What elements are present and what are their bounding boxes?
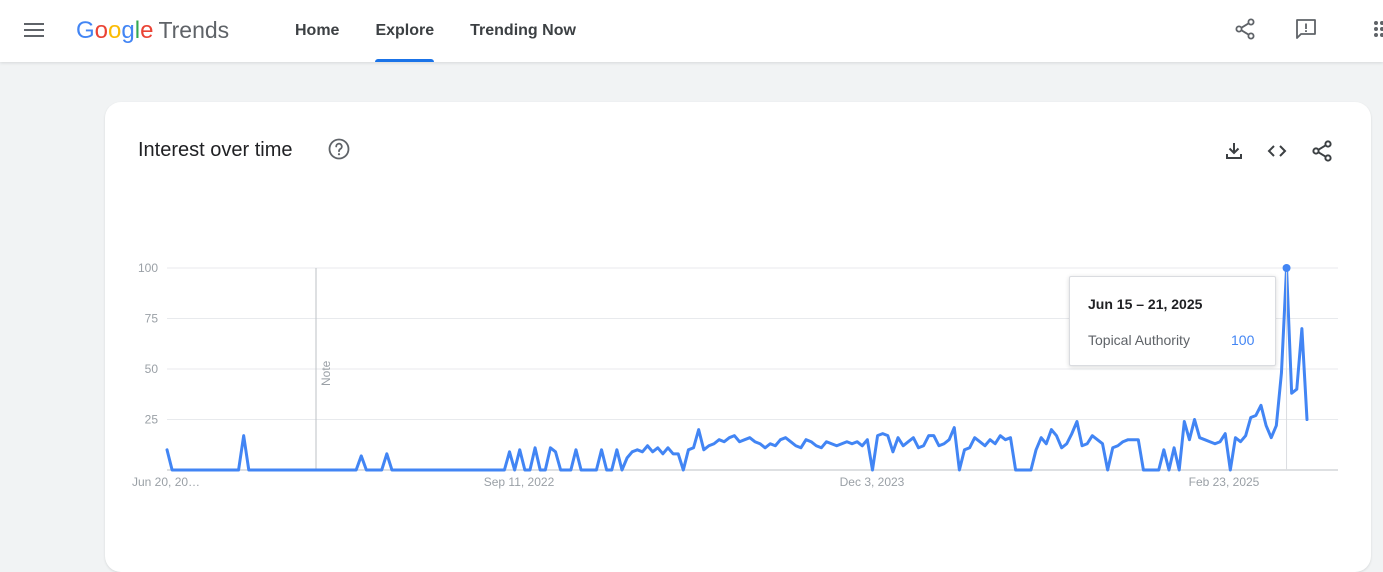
- y-axis-ticks: 25 50 75 100: [138, 261, 158, 427]
- active-tab-indicator: [375, 59, 435, 62]
- share-icon[interactable]: [1233, 17, 1257, 41]
- x-axis-ticks: Jun 20, 20… Sep 11, 2022 Dec 3, 2023 Feb 23…: [132, 475, 1260, 489]
- y-tick-label: 75: [145, 312, 159, 326]
- nav-explore-label: Explore: [375, 22, 435, 39]
- x-tick-label: Jun 20, 20…: [132, 475, 200, 489]
- help-icon[interactable]: [327, 137, 351, 161]
- nav-home-label: Home: [295, 22, 340, 39]
- interest-over-time-chart: 25 50 75 100 Note Jun 20, 20… Sep 11, 2022 De…: [132, 261, 1338, 489]
- tooltip-term: Topical Authority: [1088, 332, 1190, 348]
- y-tick-label: 25: [145, 413, 159, 427]
- tooltip-value: 100: [1231, 332, 1255, 348]
- main-nav: Home Explore Trending Now: [295, 0, 612, 62]
- nav-trending-now[interactable]: Trending Now: [470, 0, 576, 62]
- logo-product-name: Trends: [158, 17, 230, 43]
- nav-explore[interactable]: Explore: [375, 0, 435, 62]
- menu-icon[interactable]: [22, 18, 46, 42]
- x-tick-label: Dec 3, 2023: [840, 475, 905, 489]
- nav-home[interactable]: Home: [295, 0, 339, 62]
- gridlines: [167, 267, 1338, 471]
- nav-trending-now-label: Trending Now: [470, 22, 576, 39]
- hover-point[interactable]: [1282, 264, 1291, 272]
- series-line-topical-authority: [165, 266, 1309, 472]
- y-tick-label: 50: [145, 362, 159, 376]
- google-trends-logo[interactable]: Google Trends: [76, 17, 230, 44]
- chart-tooltip: Jun 15 – 21, 2025 Topical Authority 100: [1069, 276, 1276, 366]
- apps-icon[interactable]: [1372, 17, 1383, 41]
- y-tick-label: 100: [138, 261, 158, 275]
- download-icon[interactable]: [1222, 139, 1246, 163]
- x-tick-label: Sep 11, 2022: [484, 475, 555, 489]
- interest-over-time-card: Interest over time 25 50 75 100 Note Jun 20…: [105, 102, 1371, 572]
- embed-icon[interactable]: [1265, 139, 1289, 163]
- note-marker-label[interactable]: Note: [319, 360, 333, 386]
- x-tick-label: Feb 23, 2025: [1189, 475, 1260, 489]
- card-title: Interest over time: [138, 139, 293, 161]
- tooltip-date: Jun 15 – 21, 2025: [1088, 296, 1203, 312]
- feedback-icon[interactable]: [1294, 17, 1318, 41]
- top-app-bar: Google Trends Home Explore Trending Now: [0, 0, 1383, 62]
- share-icon[interactable]: [1310, 139, 1334, 163]
